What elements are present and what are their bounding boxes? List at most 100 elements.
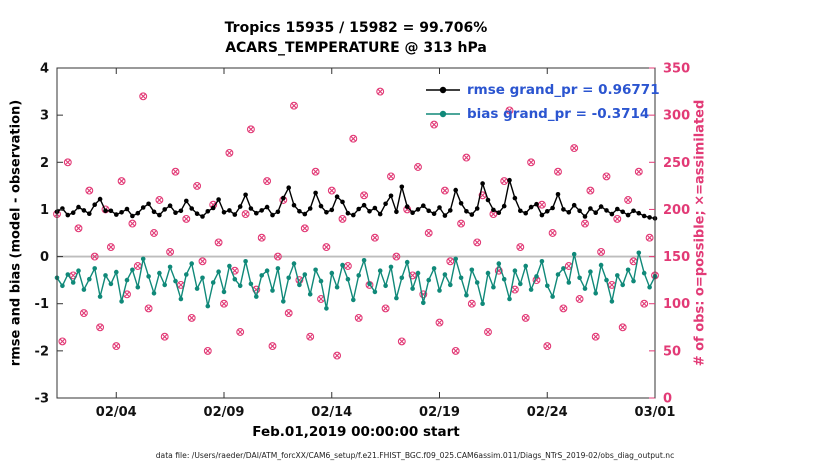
rmse-marker (253, 210, 259, 216)
rmse-marker (550, 205, 555, 211)
bias-marker (426, 277, 432, 283)
rmse-marker (124, 206, 130, 212)
obs-possible-marker (155, 196, 164, 204)
obs-assimilated-marker (156, 197, 163, 203)
rmse-marker (351, 212, 356, 218)
bias-marker (641, 270, 647, 276)
bias-marker (194, 286, 200, 291)
obs-assimilated-marker (576, 296, 583, 302)
obs-possible-marker (236, 328, 245, 336)
obs-assimilated-marker (506, 107, 513, 114)
obs-assimilated-marker (107, 244, 114, 251)
obs-possible-marker (79, 309, 88, 318)
bias-marker (469, 267, 475, 273)
rmse-marker (65, 212, 71, 218)
rmse-marker (264, 204, 270, 210)
obs-assimilated-marker (307, 333, 314, 340)
bias-marker (474, 280, 480, 285)
rmse-marker (507, 177, 512, 183)
rmse-marker (383, 201, 388, 207)
x-tick-label: 03/01 (635, 405, 676, 420)
legend-label-rmse: rmse grand_pr = 0.96771 (467, 82, 660, 98)
bias-marker (87, 276, 92, 282)
rmse-marker (167, 203, 173, 208)
obs-assimilated-marker (603, 173, 610, 180)
obs-possible-marker (570, 144, 579, 153)
obs-assimilated-marker (522, 314, 529, 321)
bias-marker (625, 267, 631, 273)
bias-marker (97, 294, 103, 299)
bias-markers (54, 250, 658, 311)
rmse-marker (173, 210, 178, 215)
rmse-marker (356, 206, 362, 212)
bias-marker (275, 266, 281, 271)
obs-possible-marker (645, 233, 654, 242)
bias-marker (571, 251, 577, 257)
obs-assimilated-marker (614, 215, 621, 222)
bias-marker (307, 292, 313, 297)
bias-marker (200, 275, 205, 281)
obs-possible-marker (602, 172, 611, 181)
rmse-marker (593, 210, 598, 215)
bias-marker (448, 282, 453, 288)
bias-marker (324, 306, 329, 311)
rmse-marker (458, 201, 464, 206)
x-tick-label: 02/14 (311, 405, 352, 420)
bias-marker (507, 296, 512, 302)
rmse-marker (442, 213, 448, 218)
obs-possible-marker (333, 351, 342, 360)
obs-possible-marker (419, 290, 428, 299)
bias-marker (178, 296, 184, 302)
rmse-marker (307, 206, 313, 211)
obs-assimilated-marker (199, 258, 206, 265)
rmse-marker (184, 198, 189, 204)
rmse-marker (496, 210, 502, 215)
obs-assimilated-marker (528, 159, 535, 166)
obs-assimilated-marker (264, 178, 271, 185)
rmse-marker (291, 202, 297, 208)
obs-assimilated-marker (194, 182, 201, 189)
bias-marker (151, 291, 157, 296)
obs-assimilated-marker (619, 324, 626, 331)
bias-marker (539, 259, 545, 264)
obs-possible-marker (624, 196, 633, 204)
rmse-marker (318, 203, 324, 209)
obs-possible-marker (392, 252, 401, 261)
bias-marker (512, 268, 518, 274)
obs-possible-marker (505, 106, 514, 115)
obs-possible-marker (284, 309, 293, 318)
obs-possible-marker (618, 323, 627, 332)
obs-possible-marker (521, 313, 530, 322)
obs-assimilated-marker (221, 300, 227, 307)
obs-assimilated-marker (474, 239, 481, 246)
obs-possible-marker (85, 186, 94, 195)
bias-marker (184, 272, 189, 277)
rmse-marker (297, 209, 302, 214)
obs-assimilated-marker (393, 253, 400, 260)
bias-marker (609, 299, 615, 304)
bias-marker (588, 269, 593, 275)
y-tick-label-right: 350 (663, 62, 690, 77)
obs-possible-marker (457, 219, 466, 228)
obs-assimilated-marker (285, 310, 292, 317)
bias-marker (598, 262, 604, 268)
bias-marker (227, 263, 232, 269)
obs-possible-marker (306, 332, 315, 341)
obs-assimilated-marker (371, 234, 378, 241)
rmse-marker (135, 210, 141, 216)
obs-possible-marker (257, 233, 266, 242)
rmse-marker (609, 211, 615, 217)
rmse-marker (334, 194, 340, 199)
obs-possible-marker (484, 328, 492, 336)
obs-possible-marker (349, 134, 358, 143)
bias-marker (237, 283, 243, 289)
rmse-marker (130, 213, 135, 219)
obs-possible-marker (360, 191, 369, 200)
obs-possible-marker (424, 229, 433, 237)
obs-assimilated-marker (97, 324, 104, 331)
rmse-marker (388, 193, 394, 199)
obs-assimilated-marker (415, 164, 421, 170)
obs-assimilated-marker (517, 244, 524, 251)
